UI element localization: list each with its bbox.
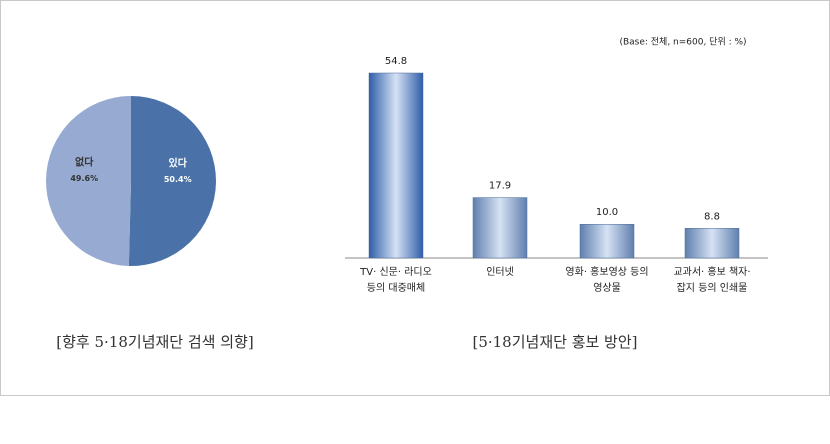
slice-value: 50.4%	[164, 175, 192, 184]
slice-label: 없다	[75, 155, 94, 168]
bar	[368, 72, 424, 259]
pie-slice	[128, 96, 217, 267]
slice-value: 49.6%	[70, 174, 98, 183]
bar-caption: [5·18기념재단 홍보 방안]	[472, 333, 637, 351]
bar-value: 8.8	[704, 211, 720, 222]
bar-value: 10.0	[596, 207, 618, 218]
pie-caption: [향후 5·18기념재단 검색 의향]	[56, 333, 253, 351]
bar	[472, 197, 528, 259]
category-label: 교과서· 홍보 책자· 잡지 등의 인쇄물	[673, 267, 751, 294]
note: (Base: 전체, n=600, 단위 : %)	[619, 37, 746, 48]
bar-value: 54.8	[385, 56, 407, 67]
pie-slice	[46, 96, 132, 266]
category-label: 영화· 홍보영상 등의 영상물	[565, 267, 649, 294]
bar-value: 17.9	[489, 181, 511, 192]
bar	[684, 228, 740, 259]
slice-label: 있다	[169, 157, 188, 170]
bar	[579, 223, 635, 259]
category-label: 인터넷	[486, 267, 514, 278]
category-label: TV· 신문· 라디오 등의 대중매체	[360, 267, 432, 294]
